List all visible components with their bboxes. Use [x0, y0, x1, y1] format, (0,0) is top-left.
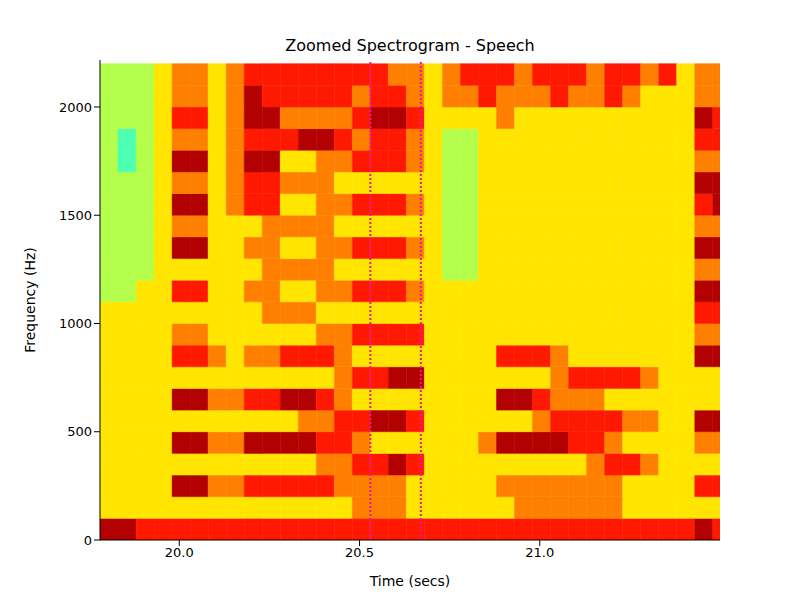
svg-text:Frequency (Hz): Frequency (Hz) [22, 247, 38, 353]
svg-text:0: 0 [84, 533, 92, 548]
svg-text:20.0: 20.0 [165, 545, 194, 560]
svg-text:1500: 1500 [59, 208, 92, 223]
svg-text:500: 500 [67, 424, 92, 439]
svg-text:Time (secs): Time (secs) [369, 573, 451, 589]
svg-text:2000: 2000 [59, 100, 92, 115]
svg-text:20.5: 20.5 [345, 545, 374, 560]
html-text:Zoomed Spectrogram - Speech: Zoomed Spectrogram - Speech [285, 36, 535, 55]
svg-text:21.0: 21.0 [525, 545, 554, 560]
svg-text:1000: 1000 [59, 316, 92, 331]
